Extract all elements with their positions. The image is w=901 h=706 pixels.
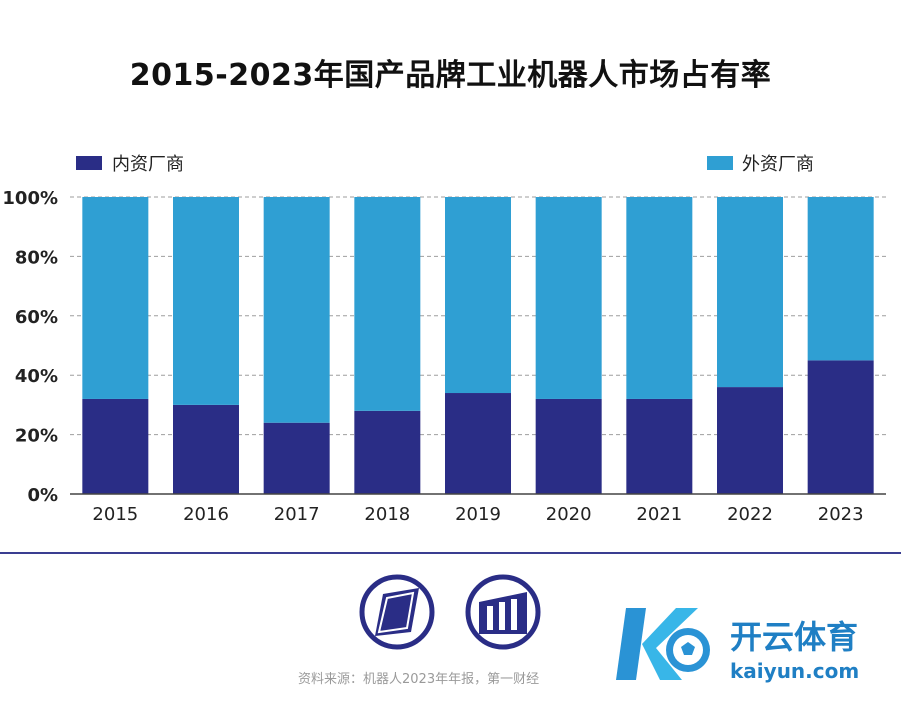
x-tick-label: 2016 bbox=[183, 504, 229, 525]
legend-swatch bbox=[707, 156, 733, 170]
bar-segment bbox=[717, 197, 783, 388]
legend-swatch bbox=[76, 156, 102, 170]
bar-segment bbox=[263, 197, 330, 423]
y-tick-label: 0% bbox=[27, 485, 58, 506]
bar-segment bbox=[626, 197, 693, 399]
legend-label: 内资厂商 bbox=[112, 154, 184, 175]
x-tick-label: 2017 bbox=[274, 504, 320, 525]
bar-segment bbox=[445, 197, 511, 394]
bar-segment bbox=[354, 410, 421, 494]
bar-segment bbox=[82, 197, 149, 399]
x-tick-label: 2015 bbox=[92, 504, 138, 525]
y-tick-label: 80% bbox=[15, 247, 58, 268]
legend-label: 外资厂商 bbox=[742, 154, 814, 175]
x-tick-label: 2022 bbox=[727, 504, 773, 525]
x-tick-label: 2021 bbox=[636, 504, 682, 525]
bar-segment bbox=[535, 197, 602, 399]
columns-logo-icon bbox=[465, 574, 541, 650]
bar-segment bbox=[173, 404, 239, 494]
bar-segment bbox=[263, 422, 330, 494]
brand-name-en: kaiyun.com bbox=[730, 659, 859, 683]
bar-segment bbox=[807, 360, 874, 494]
kaiyun-brand: 开云体育 kaiyun.com bbox=[616, 608, 859, 683]
bar-segment bbox=[173, 197, 239, 405]
y-tick-label: 40% bbox=[15, 366, 58, 387]
chart-title: 2015-2023年国产品牌工业机器人市场占有率 bbox=[129, 58, 772, 93]
kaiyun-logo-icon bbox=[616, 608, 710, 680]
x-tick-label: 2020 bbox=[546, 504, 592, 525]
y-tick-label: 20% bbox=[15, 426, 58, 447]
soccer-ball-icon bbox=[673, 635, 703, 665]
bar-segment bbox=[807, 197, 874, 361]
x-tick-label: 2019 bbox=[455, 504, 501, 525]
bar-segment bbox=[82, 398, 149, 494]
footer-divider bbox=[0, 552, 901, 554]
y-tick-label: 100% bbox=[2, 188, 58, 209]
stacked-bar-chart: 0% 20% 40% 60% 80% 100% 2015 2016 2017 2018 2019 20… bbox=[2, 154, 886, 525]
source-note: 资料来源：机器人2023年年报，第一财经 bbox=[298, 672, 540, 687]
parallelogram-logo-icon bbox=[359, 574, 435, 650]
brand-name-cn: 开云体育 bbox=[730, 618, 858, 656]
bar-segment bbox=[626, 398, 693, 494]
x-tick-label: 2023 bbox=[818, 504, 864, 525]
y-tick-label: 60% bbox=[15, 307, 58, 328]
bar-segment bbox=[354, 197, 421, 411]
bar-segment bbox=[535, 398, 602, 494]
bar-segment bbox=[445, 393, 511, 494]
bar-segment bbox=[717, 387, 783, 494]
x-tick-label: 2018 bbox=[364, 504, 410, 525]
